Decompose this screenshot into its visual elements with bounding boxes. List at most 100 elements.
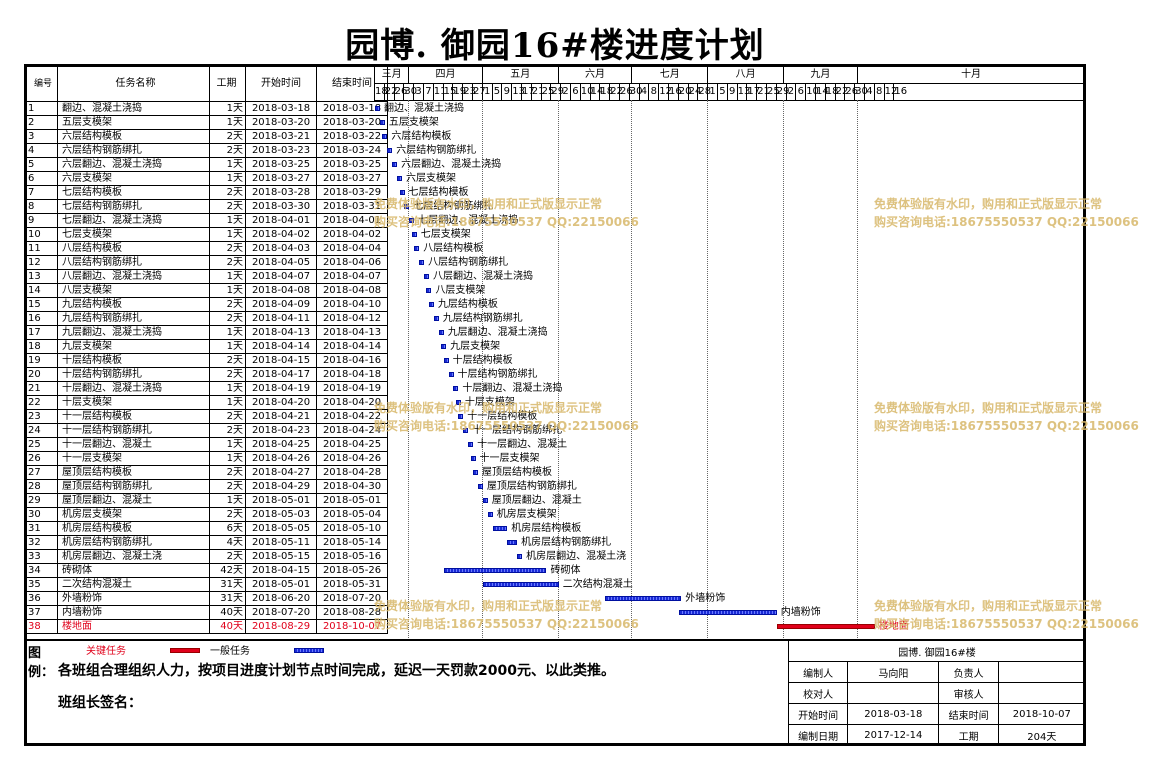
task-duration: 1天 [209, 493, 246, 508]
task-start: 2018-04-20 [245, 395, 317, 410]
task-start: 2018-03-27 [245, 171, 317, 186]
table-row: 13 八层翻边、混凝土浇捣 1天 2018-04-07 2018-04-07 [24, 269, 388, 284]
task-bar [414, 246, 420, 251]
task-no: 25 [24, 437, 58, 452]
task-name: 六层结构模板 [57, 129, 210, 144]
info-end: 2018-10-07 [997, 703, 1087, 725]
task-bar-label: 屋顶层翻边、混凝土 [491, 495, 582, 506]
task-no: 15 [24, 297, 58, 312]
task-no: 19 [24, 353, 58, 368]
watermark-text: 免费体验版有水印，购用和正式版显示正常 [874, 197, 1103, 211]
task-name: 七层支模架 [57, 227, 210, 242]
table-row: 32 机房层结构钢筋绑扎 4天 2018-05-11 2018-05-14 [24, 535, 388, 550]
task-duration: 2天 [209, 199, 246, 214]
task-name: 九层结构模板 [57, 297, 210, 312]
day-tick-label: 24 [687, 83, 701, 100]
signature-label: 班组长签名： [58, 695, 142, 711]
task-bar [455, 400, 461, 405]
task-bar-label: 九层翻边、混凝土浇捣 [447, 327, 548, 338]
task-bar-label: 八层结构钢筋绑扎 [428, 257, 509, 268]
info-period-label: 工期 [938, 724, 999, 746]
task-bar [441, 344, 447, 349]
month-label: 十月 [856, 66, 1085, 83]
task-bar [492, 526, 508, 531]
task-duration: 6天 [209, 521, 246, 536]
task-start: 2018-05-15 [245, 549, 317, 564]
task-name: 八层翻边、混凝土浇捣 [57, 269, 210, 284]
task-no: 21 [24, 381, 58, 396]
task-bar-label: 外墙粉饰 [685, 593, 726, 604]
day-tick-label: 18 [374, 83, 388, 100]
task-duration: 1天 [209, 227, 246, 242]
task-bar [424, 274, 429, 279]
task-start: 2018-04-13 [245, 325, 317, 340]
day-tick-label: 15 [442, 83, 456, 100]
task-duration: 1天 [209, 171, 246, 186]
day-tick-label: 29 [550, 83, 564, 100]
task-name: 二次结构混凝土 [57, 577, 210, 592]
info-reviewer-label: 审核人 [938, 682, 999, 704]
table-row: 17 九层翻边、混凝土浇捣 1天 2018-04-13 2018-04-13 [24, 325, 388, 340]
task-duration: 2天 [209, 353, 246, 368]
day-tick-label: 1 [707, 83, 717, 100]
task-start: 2018-04-08 [245, 283, 317, 298]
task-bar-label: 七层支模架 [420, 229, 471, 240]
divider [24, 639, 1086, 641]
task-duration: 2天 [209, 129, 246, 144]
task-bar-label: 屋顶层结构模板 [482, 467, 552, 478]
task-name: 机房层翻边、混凝土浇 [57, 549, 210, 564]
table-row: 9 七层翻边、混凝土浇捣 1天 2018-04-01 2018-04-01 [24, 213, 388, 228]
info-editor-label: 编制人 [787, 661, 849, 683]
task-name: 机房层结构钢筋绑扎 [57, 535, 210, 550]
task-name: 六层支模架 [57, 171, 210, 186]
task-name: 十层结构钢筋绑扎 [57, 367, 210, 382]
task-start: 2018-03-23 [245, 143, 317, 158]
task-bar [473, 470, 478, 475]
task-bar-label: 九层结构模板 [437, 299, 498, 310]
task-start: 2018-04-02 [245, 227, 317, 242]
info-checker [847, 682, 940, 704]
task-bar [448, 372, 454, 377]
task-name: 翻边、混凝土浇捣 [57, 101, 210, 116]
task-start: 2018-06-20 [245, 591, 317, 606]
task-duration: 2天 [209, 423, 246, 438]
table-row: 10 七层支模架 1天 2018-04-02 2018-04-02 [24, 227, 388, 242]
task-name: 十一层翻边、混凝土 [57, 437, 210, 452]
watermark-text: 购买咨询电话:18675550537 QQ:22150066 [374, 215, 639, 229]
task-duration: 1天 [209, 381, 246, 396]
info-table: 园博. 御园16#楼 编制人 马向阳 负责人 校对人 审核人 开始时间 2018… [787, 640, 1087, 746]
task-name: 十层结构模板 [57, 353, 210, 368]
task-start: 2018-05-01 [245, 577, 317, 592]
task-duration: 31天 [209, 577, 246, 592]
table-row: 8 七层结构钢筋绑扎 2天 2018-03-30 2018-03-31 [24, 199, 388, 214]
table-row: 34 砖砌体 42天 2018-04-15 2018-05-26 [24, 563, 388, 578]
header-name: 任务名称 [57, 66, 210, 102]
day-tick-label: 14 [815, 83, 829, 100]
task-bar-label: 十一层翻边、混凝土 [477, 439, 568, 450]
watermark-text: 免费体验版有水印，购用和正式版显示正常 [374, 401, 603, 415]
task-no: 14 [24, 283, 58, 298]
task-name: 内墙粉饰 [57, 605, 210, 620]
day-tick-label: 22 [383, 83, 398, 100]
day-tick-label: 9 [726, 83, 737, 100]
task-no: 11 [24, 241, 58, 256]
month-label: 四月 [408, 66, 482, 83]
task-bar-label: 七层结构钢筋绑扎 [413, 201, 494, 212]
table-row: 37 内墙粉饰 40天 2018-07-20 2018-08-28 [24, 605, 388, 620]
task-bar-label: 八层结构模板 [423, 243, 484, 254]
day-tick-label: 3 [413, 83, 423, 100]
task-bar [678, 610, 777, 615]
task-start: 2018-04-23 [245, 423, 317, 438]
task-name: 机房层支模架 [57, 507, 210, 522]
month-gridline [408, 100, 410, 640]
task-name: 八层支模架 [57, 283, 210, 298]
watermark-text: 购买咨询电话:18675550537 QQ:22150066 [874, 419, 1139, 433]
task-bar [438, 330, 444, 335]
table-row: 29 屋顶层翻边、混凝土 1天 2018-05-01 2018-05-01 [24, 493, 388, 508]
task-bar-label: 六层结构钢筋绑扎 [396, 145, 477, 156]
task-bar-label: 九层支模架 [450, 341, 501, 352]
month-label: 九月 [783, 66, 857, 83]
task-start: 2018-04-05 [245, 255, 317, 270]
table-row: 18 九层支模架 1天 2018-04-14 2018-04-14 [24, 339, 388, 354]
task-name: 五层支模架 [57, 115, 210, 130]
